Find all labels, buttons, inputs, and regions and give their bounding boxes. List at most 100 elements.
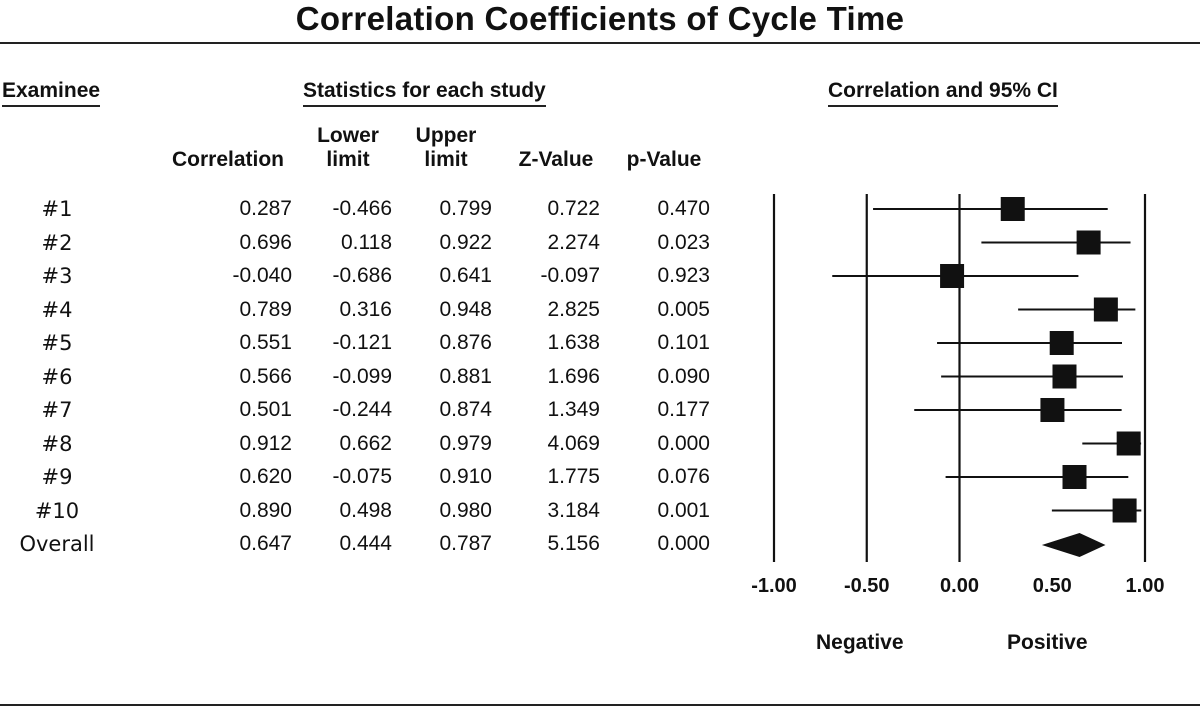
upper-cell: 0.979 [439, 431, 492, 455]
upper-cell: 0.799 [439, 197, 492, 220]
correlation-cell: 0.287 [239, 197, 292, 220]
upper-cell: 0.910 [439, 465, 492, 488]
correlation-cell: 0.912 [239, 431, 292, 455]
x-tick-label: 0.00 [940, 575, 979, 597]
x-tick-label: 0.50 [1032, 575, 1072, 597]
p-cell: 0.001 [657, 498, 710, 522]
lower-cell: -0.466 [332, 197, 392, 220]
p-cell: 0.923 [657, 264, 710, 287]
positive-label: Positive [1007, 631, 1088, 654]
p-cell: 0.023 [657, 230, 710, 254]
lower-cell: -0.099 [332, 364, 392, 388]
x-tick-label: -1.00 [751, 575, 797, 597]
correlation-header: Correlation [158, 124, 298, 172]
chart-title: Correlation Coefficients of Cycle Time [295, 0, 905, 37]
row-label: #10 [34, 498, 80, 523]
z-cell: 1.349 [547, 398, 600, 421]
lower-cell: -0.686 [332, 264, 392, 287]
lower-cell: 0.444 [339, 532, 392, 555]
correlation-cell: 0.501 [239, 398, 292, 421]
overall-diamond [1041, 533, 1106, 557]
p-cell: 0.470 [657, 197, 710, 220]
upper-limit-header-line2: limit [424, 148, 468, 171]
upper-cell: 0.881 [439, 364, 492, 388]
p-cell: 0.000 [657, 431, 710, 455]
z-cell: -0.097 [540, 264, 600, 287]
upper-limit-header: Upper limit [376, 124, 516, 172]
row-label: #8 [41, 431, 73, 456]
point-estimate [1076, 230, 1101, 255]
stats-header: Statistics for each study [303, 78, 546, 107]
upper-cell: 0.874 [439, 398, 492, 421]
row-label: #6 [41, 364, 73, 389]
correlation-cell: 0.647 [239, 532, 292, 555]
point-estimate [1000, 197, 1025, 221]
p-cell: 0.005 [657, 297, 710, 321]
row-label: #2 [41, 230, 73, 255]
z-cell: 1.638 [547, 331, 600, 354]
plot-header: Correlation and 95% CI [828, 78, 1058, 107]
lower-limit-header-line2: limit [326, 148, 370, 171]
upper-limit-header-line1: Upper [415, 124, 477, 147]
point-estimate [1116, 431, 1141, 456]
correlation-cell: 0.551 [239, 331, 292, 354]
z-cell: 2.825 [547, 297, 600, 321]
z-value-header: Z-Value [486, 124, 626, 172]
correlation-cell: 0.696 [239, 230, 292, 254]
upper-cell: 0.641 [439, 264, 492, 287]
point-estimate [1112, 498, 1137, 523]
row-label: #9 [41, 465, 73, 489]
upper-cell: 0.948 [439, 297, 492, 321]
top-rule [0, 42, 1200, 44]
upper-cell: 0.876 [439, 331, 492, 354]
point-estimate [1052, 364, 1077, 389]
correlation-header-line2: Correlation [171, 148, 284, 171]
lower-cell: 0.118 [341, 230, 392, 254]
lower-cell: 0.662 [339, 431, 392, 455]
lower-cell: -0.244 [332, 398, 392, 421]
correlation-cell: 0.789 [239, 297, 292, 321]
p-cell: 0.177 [657, 398, 710, 421]
upper-cell: 0.787 [439, 532, 492, 555]
correlation-cell: 0.890 [239, 498, 292, 522]
row-label: #5 [41, 331, 73, 355]
lower-cell: 0.498 [339, 498, 392, 522]
lower-cell: -0.121 [332, 331, 392, 354]
point-estimate [1093, 297, 1118, 322]
p-cell: 0.000 [657, 532, 710, 555]
row-label: #4 [41, 297, 73, 322]
point-estimate [1040, 398, 1065, 422]
examinee-header: Examinee [2, 78, 101, 107]
correlation-cell: -0.040 [232, 264, 292, 287]
z-cell: 2.274 [547, 230, 600, 254]
row-label: #1 [41, 197, 73, 221]
negative-label: Negative [816, 631, 904, 654]
point-estimate [1062, 465, 1087, 489]
bottom-rule [0, 704, 1200, 706]
point-estimate [1049, 331, 1074, 355]
x-tick-label: 1.00 [1125, 575, 1165, 597]
correlation-cell: 0.620 [239, 465, 292, 488]
point-estimate [940, 264, 965, 288]
p-cell: 0.090 [657, 364, 710, 388]
lower-cell: -0.075 [332, 465, 392, 488]
z-cell: 4.069 [547, 431, 600, 455]
z-cell: 3.184 [547, 498, 600, 522]
z-cell: 1.775 [547, 465, 600, 488]
lower-limit-header-line1: Lower [317, 124, 379, 147]
p-cell: 0.101 [657, 331, 710, 354]
z-cell: 1.696 [547, 364, 600, 388]
lower-limit-header: Lower limit [278, 124, 418, 172]
correlation-cell: 0.566 [239, 364, 292, 388]
row-label: #3 [41, 264, 73, 288]
z-cell: 0.722 [547, 197, 600, 220]
row-label: #7 [41, 398, 73, 422]
x-tick-label: -0.50 [843, 575, 890, 597]
z-value-header-line2: Z-Value [518, 148, 594, 171]
row-label: Overall [19, 532, 95, 556]
z-cell: 5.156 [547, 532, 600, 555]
p-value-header: p-Value [594, 124, 734, 172]
p-cell: 0.076 [657, 465, 710, 488]
upper-cell: 0.922 [439, 230, 492, 254]
